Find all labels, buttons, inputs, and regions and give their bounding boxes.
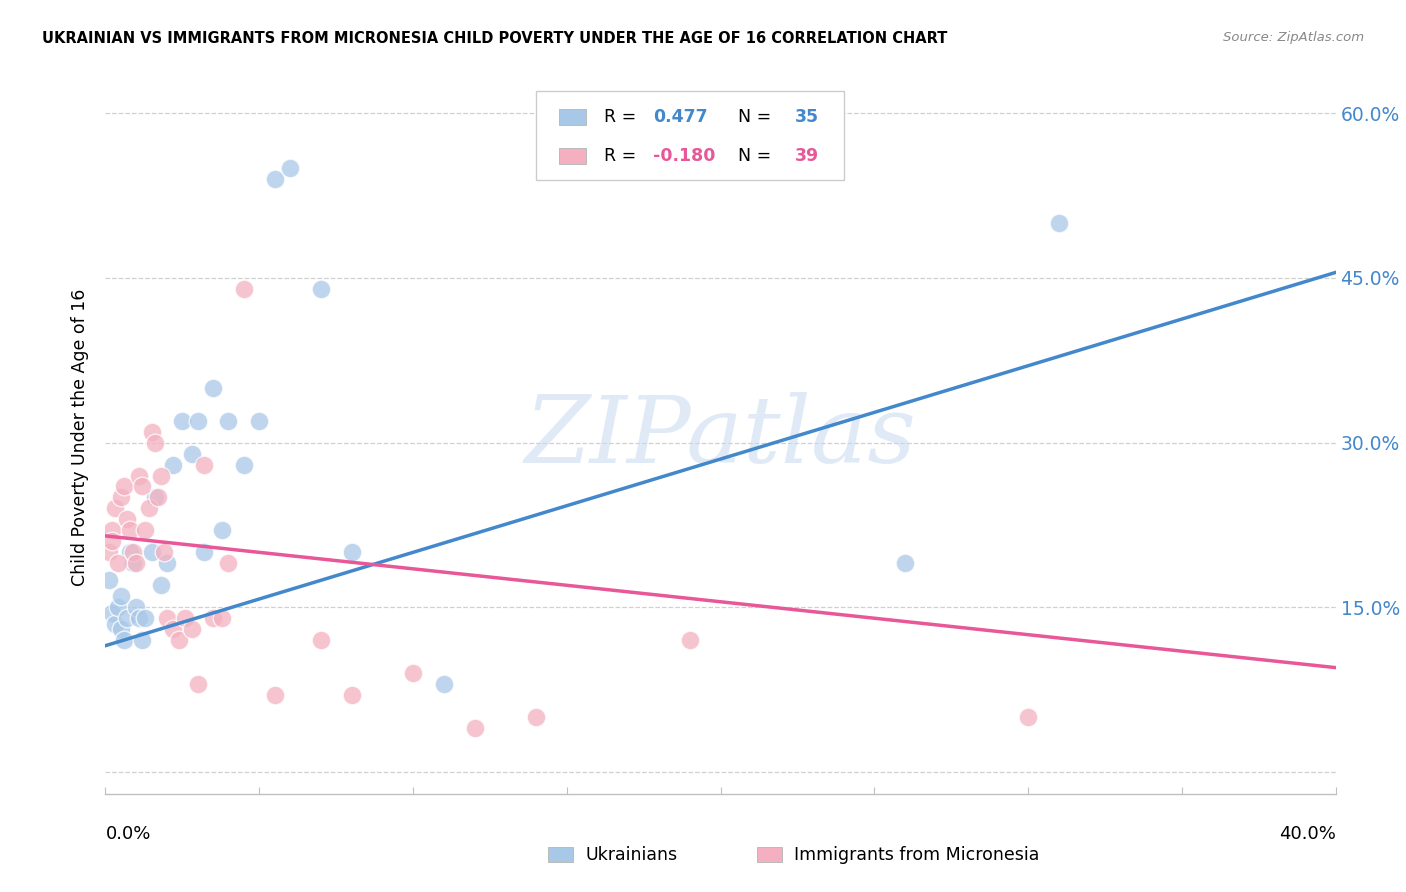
Point: [120, 545, 141, 559]
Point: [125, 600, 148, 615]
Text: UKRAINIAN VS IMMIGRANTS FROM MICRONESIA CHILD POVERTY UNDER THE AGE OF 16 CORREL: UKRAINIAN VS IMMIGRANTS FROM MICRONESIA …: [42, 31, 948, 46]
Text: ZIPatlas: ZIPatlas: [524, 392, 917, 482]
Point: [141, 425, 163, 439]
Text: 39: 39: [794, 147, 818, 165]
Point: [138, 501, 160, 516]
Point: [180, 622, 202, 636]
Point: [131, 633, 153, 648]
Point: [115, 512, 138, 526]
Point: [120, 524, 141, 538]
Point: [162, 458, 184, 472]
Point: [202, 381, 225, 395]
Point: [112, 633, 135, 648]
Point: [1017, 710, 1039, 724]
Point: [162, 622, 184, 636]
Point: [232, 282, 254, 296]
Point: [247, 414, 270, 428]
Point: [340, 688, 363, 702]
Point: [149, 578, 172, 592]
Point: [402, 666, 425, 681]
Point: [146, 491, 169, 505]
Point: [340, 545, 363, 559]
Point: [433, 677, 456, 691]
Point: [143, 491, 166, 505]
Text: Ukrainians: Ukrainians: [585, 846, 678, 863]
Point: [679, 633, 702, 648]
Text: R =: R =: [603, 108, 641, 126]
Point: [107, 557, 129, 571]
Point: [156, 611, 179, 625]
Point: [122, 557, 145, 571]
Point: [104, 501, 127, 516]
Text: Source: ZipAtlas.com: Source: ZipAtlas.com: [1223, 31, 1364, 45]
Point: [169, 633, 191, 648]
Point: [187, 677, 209, 691]
Point: [141, 545, 163, 559]
Point: [172, 414, 194, 428]
Point: [180, 446, 202, 460]
Text: 35: 35: [794, 108, 818, 126]
Point: [1047, 216, 1070, 230]
FancyBboxPatch shape: [536, 91, 844, 180]
Point: [104, 616, 127, 631]
Point: [211, 611, 233, 625]
Point: [278, 161, 301, 175]
Point: [97, 545, 120, 559]
Point: [100, 524, 122, 538]
FancyBboxPatch shape: [560, 148, 586, 164]
Point: [211, 524, 233, 538]
Point: [309, 282, 332, 296]
Point: [110, 491, 132, 505]
Text: Immigrants from Micronesia: Immigrants from Micronesia: [794, 846, 1040, 863]
Point: [134, 524, 156, 538]
Point: [125, 557, 148, 571]
Text: N =: N =: [727, 147, 776, 165]
Point: [202, 611, 225, 625]
Point: [143, 435, 166, 450]
Point: [107, 600, 129, 615]
Text: 0.0%: 0.0%: [105, 825, 150, 843]
Point: [187, 414, 209, 428]
Point: [218, 557, 240, 571]
FancyBboxPatch shape: [758, 847, 782, 862]
Point: [174, 611, 197, 625]
Point: [894, 557, 917, 571]
FancyBboxPatch shape: [560, 109, 586, 125]
Point: [110, 589, 132, 603]
Point: [524, 710, 547, 724]
Point: [115, 611, 138, 625]
Point: [149, 468, 172, 483]
Point: [193, 545, 215, 559]
Y-axis label: Child Poverty Under the Age of 16: Child Poverty Under the Age of 16: [70, 288, 89, 586]
Point: [100, 606, 122, 620]
Point: [110, 622, 132, 636]
Text: 0.477: 0.477: [652, 108, 707, 126]
Point: [122, 545, 145, 559]
Point: [128, 611, 150, 625]
Text: -0.180: -0.180: [652, 147, 716, 165]
FancyBboxPatch shape: [548, 847, 574, 862]
Point: [112, 479, 135, 493]
Point: [100, 534, 122, 549]
Point: [218, 414, 240, 428]
Point: [263, 688, 285, 702]
Point: [97, 573, 120, 587]
Point: [153, 545, 176, 559]
Point: [156, 557, 179, 571]
Point: [128, 468, 150, 483]
Text: N =: N =: [727, 108, 776, 126]
Point: [309, 633, 332, 648]
Point: [464, 721, 486, 735]
Point: [263, 172, 285, 186]
Point: [232, 458, 254, 472]
Point: [134, 611, 156, 625]
Point: [193, 458, 215, 472]
Text: 40.0%: 40.0%: [1279, 825, 1336, 843]
Point: [131, 479, 153, 493]
Text: R =: R =: [603, 147, 641, 165]
